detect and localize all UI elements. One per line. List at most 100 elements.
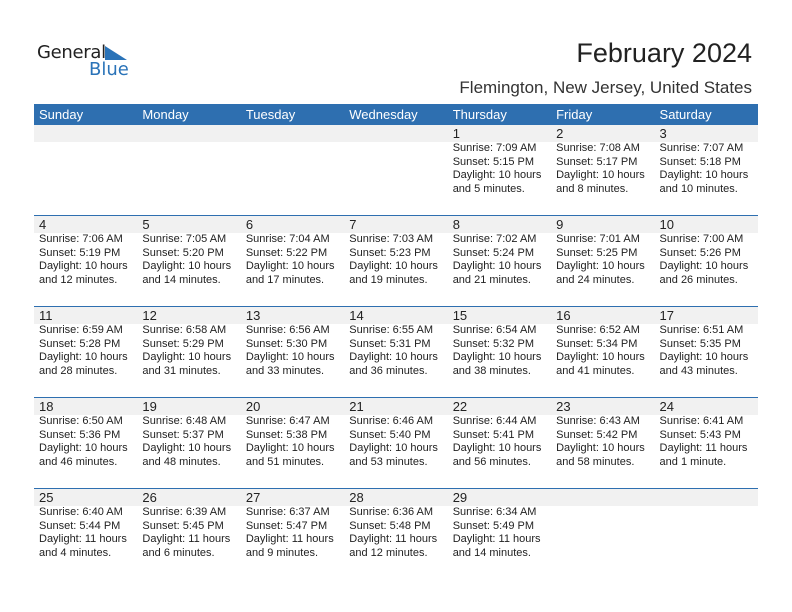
daylight-duration: and 12 minutes. [39, 273, 118, 286]
daylight-duration: and 6 minutes. [142, 546, 215, 559]
daylight-duration: Daylight: 10 hours [245, 351, 335, 363]
weekday-monday: Monday [142, 107, 189, 122]
day-number: 1 [452, 126, 460, 141]
day-cell: 4 Sunrise: 7:06 AM Sunset: 5:19 PM Daylight… [34, 216, 137, 287]
sunrise-time: Sunrise: 7:09 AM [452, 142, 537, 154]
daylight-duration: and 14 minutes. [452, 546, 531, 559]
date-band [34, 489, 758, 506]
sunrise-time: Sunrise: 6:40 AM [39, 506, 123, 518]
sunrise-time: Sunrise: 6:56 AM [245, 324, 330, 336]
day-cell: 8 Sunrise: 7:02 AM Sunset: 5:24 PM Daylight… [448, 216, 551, 287]
weekday-thursday: Thursday [452, 107, 507, 122]
day-cell: 21 Sunrise: 6:46 AM Sunset: 5:40 PM Dayligh… [344, 398, 447, 469]
day-number: 4 [39, 217, 47, 232]
daylight-duration: Daylight: 10 hours [659, 169, 749, 181]
sunset-time: Sunset: 5:19 PM [39, 246, 121, 259]
day-number: 24 [659, 399, 674, 414]
day-number: 23 [556, 399, 571, 414]
daylight-duration: Daylight: 10 hours [452, 169, 542, 181]
sunrise-time: Sunrise: 7:03 AM [349, 233, 434, 245]
day-number: 5 [142, 217, 150, 232]
daylight-duration: Daylight: 10 hours [39, 442, 128, 454]
daylight-duration: Daylight: 11 hours [39, 533, 127, 545]
day-number: 18 [39, 399, 54, 414]
sunrise-time: Sunrise: 7:01 AM [556, 233, 640, 245]
daylight-duration: and 12 minutes. [349, 546, 428, 559]
logo-triangle-icon [105, 46, 127, 60]
daylight-duration: Daylight: 10 hours [142, 351, 232, 363]
daylight-duration: Daylight: 10 hours [142, 260, 232, 272]
daylight-duration: Daylight: 10 hours [452, 260, 542, 272]
daylight-duration: Daylight: 10 hours [245, 442, 335, 454]
day-number: 15 [452, 308, 468, 323]
sunrise-time: Sunrise: 6:37 AM [245, 506, 330, 518]
daylight-duration: and 21 minutes. [452, 273, 531, 286]
sunset-time: Sunset: 5:43 PM [659, 428, 741, 441]
daylight-duration: Daylight: 11 hours [349, 533, 438, 545]
sunrise-time: Sunrise: 7:04 AM [245, 233, 330, 245]
daylight-duration: and 48 minutes. [142, 455, 221, 468]
sunset-time: Sunset: 5:37 PM [142, 428, 224, 441]
daylight-duration: and 26 minutes. [659, 273, 738, 286]
sunset-time: Sunset: 5:47 PM [245, 519, 328, 532]
daylight-duration: Daylight: 10 hours [349, 442, 438, 454]
daylight-duration: and 19 minutes. [349, 273, 428, 286]
daylight-duration: and 38 minutes. [452, 364, 531, 377]
daylight-duration: Daylight: 10 hours [39, 351, 128, 363]
day-number: 22 [452, 399, 468, 414]
day-number: 27 [245, 490, 261, 505]
daylight-duration: Daylight: 11 hours [659, 442, 748, 454]
day-cell: 22 Sunrise: 6:44 AM Sunset: 5:41 PM Dayligh… [448, 398, 551, 469]
day-cell: 15 Sunrise: 6:54 AM Sunset: 5:32 PM Dayligh… [448, 307, 551, 378]
sunrise-time: Sunrise: 6:44 AM [452, 415, 537, 427]
daylight-duration: and 28 minutes. [39, 364, 118, 377]
daylight-duration: Daylight: 10 hours [245, 260, 335, 272]
day-cell: 18 Sunrise: 6:50 AM Sunset: 5:36 PM Dayligh… [34, 398, 137, 469]
sunset-time: Sunset: 5:17 PM [556, 155, 638, 168]
day-cell: 19 Sunrise: 6:48 AM Sunset: 5:37 PM Dayligh… [137, 398, 240, 469]
empty-cell [137, 125, 240, 196]
daylight-duration: Daylight: 10 hours [556, 351, 645, 363]
sunrise-time: Sunrise: 6:52 AM [556, 324, 640, 336]
daylight-duration: Daylight: 10 hours [39, 260, 128, 272]
weekday-saturday: Saturday [659, 107, 712, 122]
daylight-duration: Daylight: 10 hours [556, 169, 645, 181]
day-cell: 17 Sunrise: 6:51 AM Sunset: 5:35 PM Dayligh… [655, 307, 758, 378]
location-subtitle: Flemington, New Jersey, United States [459, 78, 752, 97]
sunset-time: Sunset: 5:15 PM [452, 155, 535, 168]
sunset-time: Sunset: 5:20 PM [142, 246, 224, 259]
day-number: 19 [142, 399, 157, 414]
weekday-header: Sunday Monday Tuesday Wednesday Thursday Frid… [34, 104, 758, 125]
sunset-time: Sunset: 5:24 PM [452, 246, 535, 259]
day-cell: 24 Sunrise: 6:41 AM Sunset: 5:43 PM Dayligh… [655, 398, 758, 469]
day-cell: 10 Sunrise: 7:00 AM Sunset: 5:26 PM Dayligh… [655, 216, 758, 287]
sunset-time: Sunset: 5:49 PM [452, 519, 535, 532]
day-cell: 11 Sunrise: 6:59 AM Sunset: 5:28 PM Dayligh… [34, 307, 137, 378]
sunset-time: Sunset: 5:22 PM [245, 246, 328, 259]
day-number: 16 [556, 308, 571, 323]
daylight-duration: and 1 minute. [659, 455, 727, 468]
day-cell: 25 Sunrise: 6:40 AM Sunset: 5:44 PM Dayligh… [34, 489, 137, 560]
sunset-time: Sunset: 5:35 PM [659, 337, 741, 350]
day-number: 29 [452, 490, 468, 505]
daylight-duration: Daylight: 10 hours [556, 442, 645, 454]
day-cell: 16 Sunrise: 6:52 AM Sunset: 5:34 PM Dayligh… [551, 307, 654, 378]
daylight-duration: and 24 minutes. [556, 273, 635, 286]
sunset-time: Sunset: 5:18 PM [659, 155, 741, 168]
sunset-time: Sunset: 5:32 PM [452, 337, 535, 350]
day-number: 14 [349, 308, 364, 323]
day-number: 6 [245, 217, 254, 232]
sunset-time: Sunset: 5:30 PM [245, 337, 328, 350]
day-number: 8 [452, 217, 460, 232]
day-cell: 1 Sunrise: 7:09 AM Sunset: 5:15 PM Daylight… [448, 125, 551, 196]
week-row: 25 Sunrise: 6:40 AM Sunset: 5:44 PM Dayligh… [34, 488, 758, 579]
daylight-duration: Daylight: 11 hours [245, 533, 334, 545]
sunset-time: Sunset: 5:38 PM [245, 428, 328, 441]
daylight-duration: and 41 minutes. [556, 364, 635, 377]
sunrise-time: Sunrise: 7:08 AM [556, 142, 640, 154]
day-cell: 5 Sunrise: 7:05 AM Sunset: 5:20 PM Daylight… [137, 216, 240, 287]
day-cell: 14 Sunrise: 6:55 AM Sunset: 5:31 PM Dayligh… [344, 307, 447, 378]
sunrise-time: Sunrise: 6:47 AM [245, 415, 330, 427]
day-number: 3 [659, 126, 667, 141]
